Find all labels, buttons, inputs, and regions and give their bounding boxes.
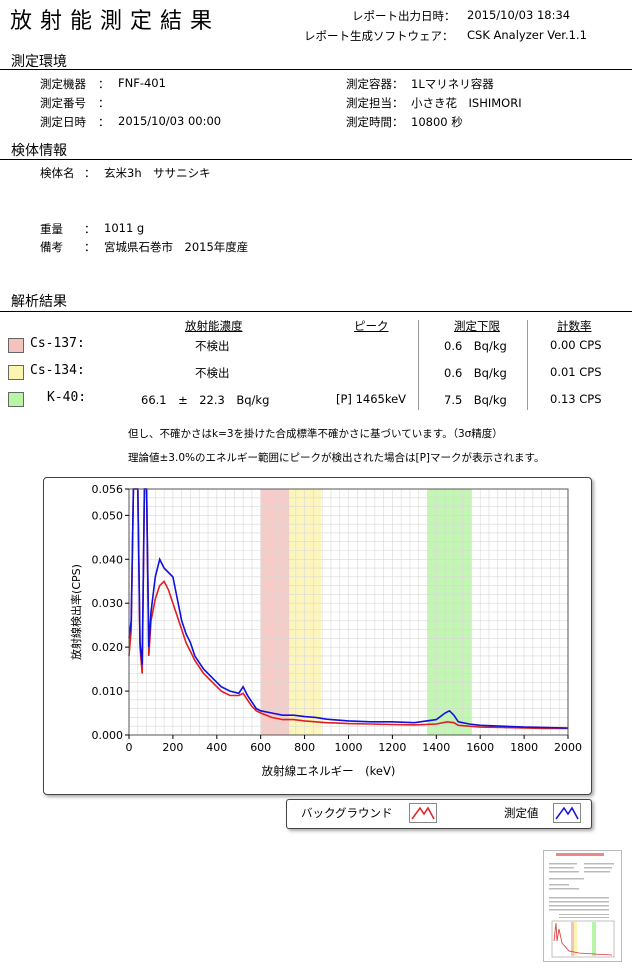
col-limit: 測定下限 xyxy=(454,319,500,333)
y-tick-label: 0.030 xyxy=(92,597,124,610)
colon: ： xyxy=(98,115,110,129)
report-thumbnail xyxy=(543,850,622,962)
k40-swatch xyxy=(8,392,24,407)
spectrum-chart: 0 200 400 600 800 1000 1200 1400 1600 1800 2000 0.0… xyxy=(69,483,582,778)
colon: ： xyxy=(84,166,96,180)
x-tick-label: 1200 xyxy=(378,741,406,754)
device-label: 測定機器 xyxy=(40,77,86,91)
colon: ： xyxy=(98,77,110,91)
spectrum-chart-frame: 0 200 400 600 800 1000 1200 1400 1600 1800 2000 0.0… xyxy=(43,477,592,795)
legend-measured-label: 測定値 xyxy=(504,806,539,820)
sample-name-value: 玄米3h ササニシキ xyxy=(104,166,211,180)
time-label: 測定時間： xyxy=(346,115,404,129)
weight-label: 重量 xyxy=(40,222,63,236)
number-label: 測定番号 xyxy=(40,96,86,110)
env-rule xyxy=(0,69,632,70)
x-tick-label: 0 xyxy=(126,741,133,754)
env-heading: 測定環境 xyxy=(11,54,67,70)
output-datetime-label: レポート出力日時： xyxy=(352,9,456,23)
y-tick-label: 0.010 xyxy=(92,685,124,698)
peak-note: 理論値±3.0%のエネルギー範囲にピークが検出された場合は[P]マークが表示され… xyxy=(128,452,545,464)
x-tick-label: 1800 xyxy=(510,741,538,754)
x-tick-label: 1000 xyxy=(335,741,363,754)
x-tick-label: 1400 xyxy=(422,741,450,754)
cs137-rate: 0.00 CPS xyxy=(550,338,602,352)
y-axis-label: 放射線検出率(CPS) xyxy=(69,564,83,660)
y-tick-label: 0.050 xyxy=(92,509,124,522)
k40-rate: 0.13 CPS xyxy=(550,392,602,406)
note-label: 備考 xyxy=(40,240,63,254)
nuclide-cs137: Cs-137: xyxy=(30,336,85,351)
col-rate: 計数率 xyxy=(557,319,592,333)
y-tick-label: 0.000 xyxy=(92,729,124,742)
x-tick-label: 200 xyxy=(162,741,183,754)
cs137-limit: 0.6 Bq/kg xyxy=(444,339,507,353)
operator-label: 測定担当： xyxy=(346,96,404,110)
x-tick-label: 800 xyxy=(294,741,315,754)
container-label: 測定容器： xyxy=(346,77,404,91)
y-tick-label: 0.020 xyxy=(92,641,124,654)
container-value: 1Lマリネリ容器 xyxy=(411,77,494,91)
x-tick-label: 1600 xyxy=(466,741,494,754)
k40-limit: 7.5 Bq/kg xyxy=(444,393,507,407)
x-tick-label: 600 xyxy=(250,741,271,754)
uncertainty-note: 但し、不確かさはk=3を掛けた合成標準不確かさに基づいています。（3σ精度） xyxy=(128,428,503,440)
x-tick-label: 2000 xyxy=(554,741,582,754)
report-title: 放射能測定結果 xyxy=(10,9,221,34)
results-rule xyxy=(0,311,632,312)
weight-value: 1011 g xyxy=(104,221,145,235)
measured-series-line xyxy=(128,488,569,729)
legend-background-icon xyxy=(409,803,437,823)
software-label: レポート生成ソフトウェア： xyxy=(304,29,454,43)
nuclide-cs134: Cs-134: xyxy=(30,363,85,378)
legend-background-label: バックグラウンド xyxy=(301,806,393,820)
software-value: CSK Analyzer Ver.1.1 xyxy=(467,28,587,42)
colon: ： xyxy=(84,222,96,236)
nuclide-k40: K-40: xyxy=(47,390,87,405)
output-datetime-value: 2015/10/03 18:34 xyxy=(467,8,571,22)
y-tick-label: 0.040 xyxy=(92,553,124,566)
sample-heading: 検体情報 xyxy=(11,143,67,159)
cs137-swatch xyxy=(8,338,24,353)
column-divider xyxy=(527,320,528,410)
colon: ： xyxy=(98,96,110,110)
sample-rule xyxy=(0,159,632,160)
colon: ： xyxy=(84,240,96,254)
date-label: 測定日時 xyxy=(40,115,86,129)
operator-value: 小さき花 ISHIMORI xyxy=(411,96,522,110)
date-value: 2015/10/03 00:00 xyxy=(118,114,222,128)
k40-peak: [P] 1465keV xyxy=(336,392,407,406)
results-heading: 解析結果 xyxy=(11,294,67,310)
note-value: 宮城県石巻市 2015年度産 xyxy=(104,240,249,254)
col-peak: ピーク xyxy=(354,319,389,333)
x-tick-label: 400 xyxy=(206,741,227,754)
x-axis-label: 放射線エネルギー (keV) xyxy=(262,764,396,778)
sample-name-label: 検体名 xyxy=(40,166,75,180)
time-value: 10800 秒 xyxy=(411,115,463,129)
cs134-swatch xyxy=(8,365,24,380)
cs137-value: 不検出 xyxy=(195,339,230,353)
col-concentration: 放射能濃度 xyxy=(185,319,243,333)
chart-legend: バックグラウンド 測定値 xyxy=(286,799,592,829)
cs134-limit: 0.6 Bq/kg xyxy=(444,366,507,380)
device-value: FNF-401 xyxy=(118,76,166,90)
legend-measured-icon xyxy=(553,803,581,823)
column-divider xyxy=(418,320,419,410)
cs134-rate: 0.01 CPS xyxy=(550,365,602,379)
thumbnail-preview xyxy=(549,853,615,958)
cs134-value: 不検出 xyxy=(195,366,230,380)
y-tick-label: 0.056 xyxy=(92,483,124,496)
k40-value: 66.1 ± 22.3 Bq/kg xyxy=(141,393,270,407)
